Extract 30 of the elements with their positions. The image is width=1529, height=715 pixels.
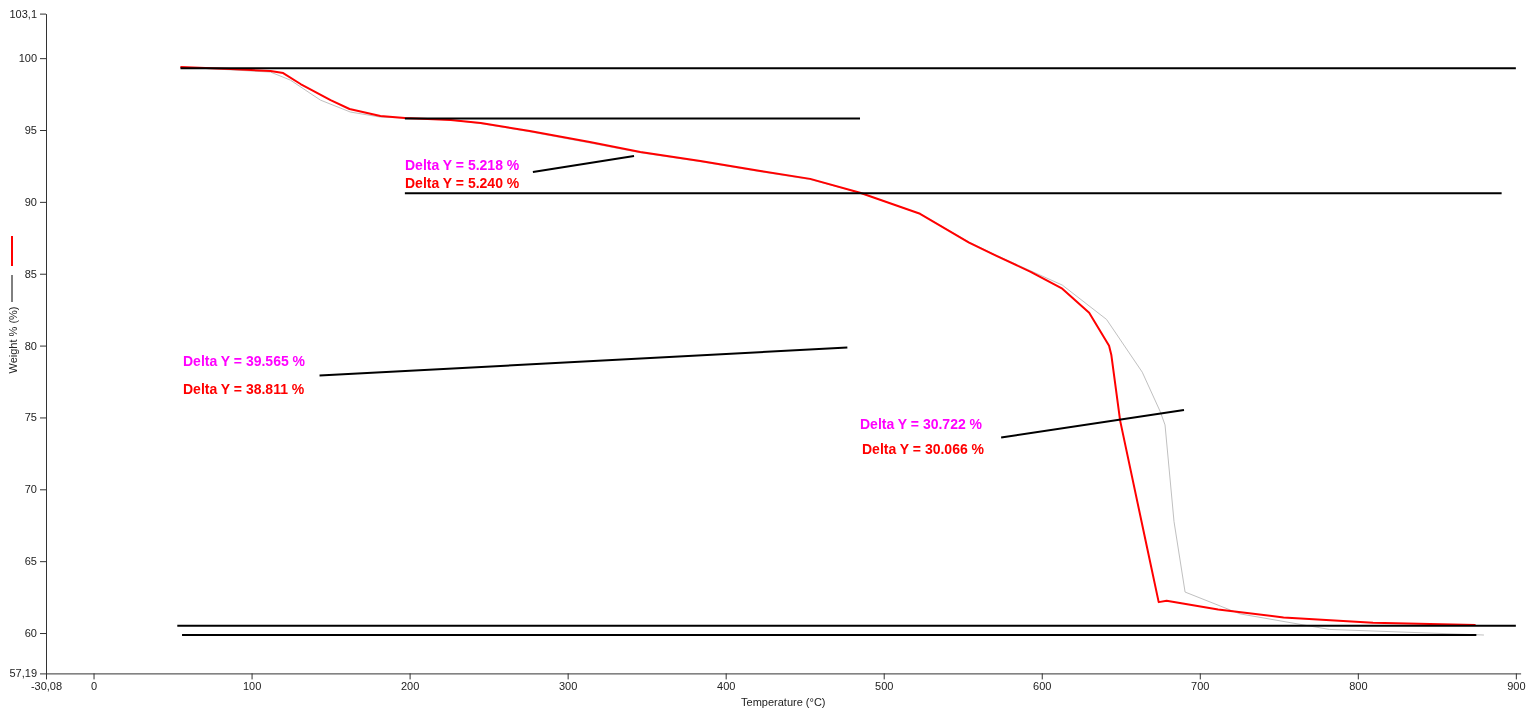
x-tick-label: 700 (1191, 680, 1210, 693)
x-tick-label: 900 (1507, 680, 1526, 693)
x-tick-label: 300 (558, 680, 578, 693)
annotation: Delta Y = 30.066 % (862, 441, 985, 457)
y-tick-label: 75 (24, 411, 37, 424)
annotation: Delta Y = 30.722 % (860, 416, 983, 432)
x-tick-label: 600 (1033, 680, 1052, 693)
x-tick-label: 800 (1349, 680, 1368, 693)
x-tick-label: 100 (242, 680, 262, 693)
y-tick-label: 65 (24, 555, 37, 568)
y-tick-label: 70 (24, 483, 37, 496)
annotation: Delta Y = 39.565 % (183, 353, 306, 369)
y-axis-title: Weight % (%) (7, 306, 19, 374)
y-tick-label: 60 (24, 627, 37, 640)
y-tick-label: 85 (24, 267, 37, 280)
x-tick-label: 500 (875, 680, 894, 693)
y-tick-label: 103,1 (9, 7, 37, 20)
y-tick-label: 95 (24, 124, 37, 137)
y-tick-label: 90 (24, 195, 37, 208)
annotation: Delta Y = 38.811 % (183, 381, 305, 397)
x-tick-label: 200 (400, 680, 420, 693)
annotation: Delta Y = 5.240 % (405, 175, 520, 191)
x-tick-label: -30,08 (30, 680, 63, 693)
y-tick-label: 80 (24, 339, 37, 352)
x-tick-label: 400 (717, 680, 736, 693)
annotation: Delta Y = 5.218 % (405, 157, 520, 173)
y-tick-label: 100 (18, 52, 37, 65)
y-tick-label: 57,19 (9, 667, 37, 680)
x-axis-title: Temperature (°C) (741, 696, 826, 708)
x-tick-label: 0 (90, 680, 98, 693)
